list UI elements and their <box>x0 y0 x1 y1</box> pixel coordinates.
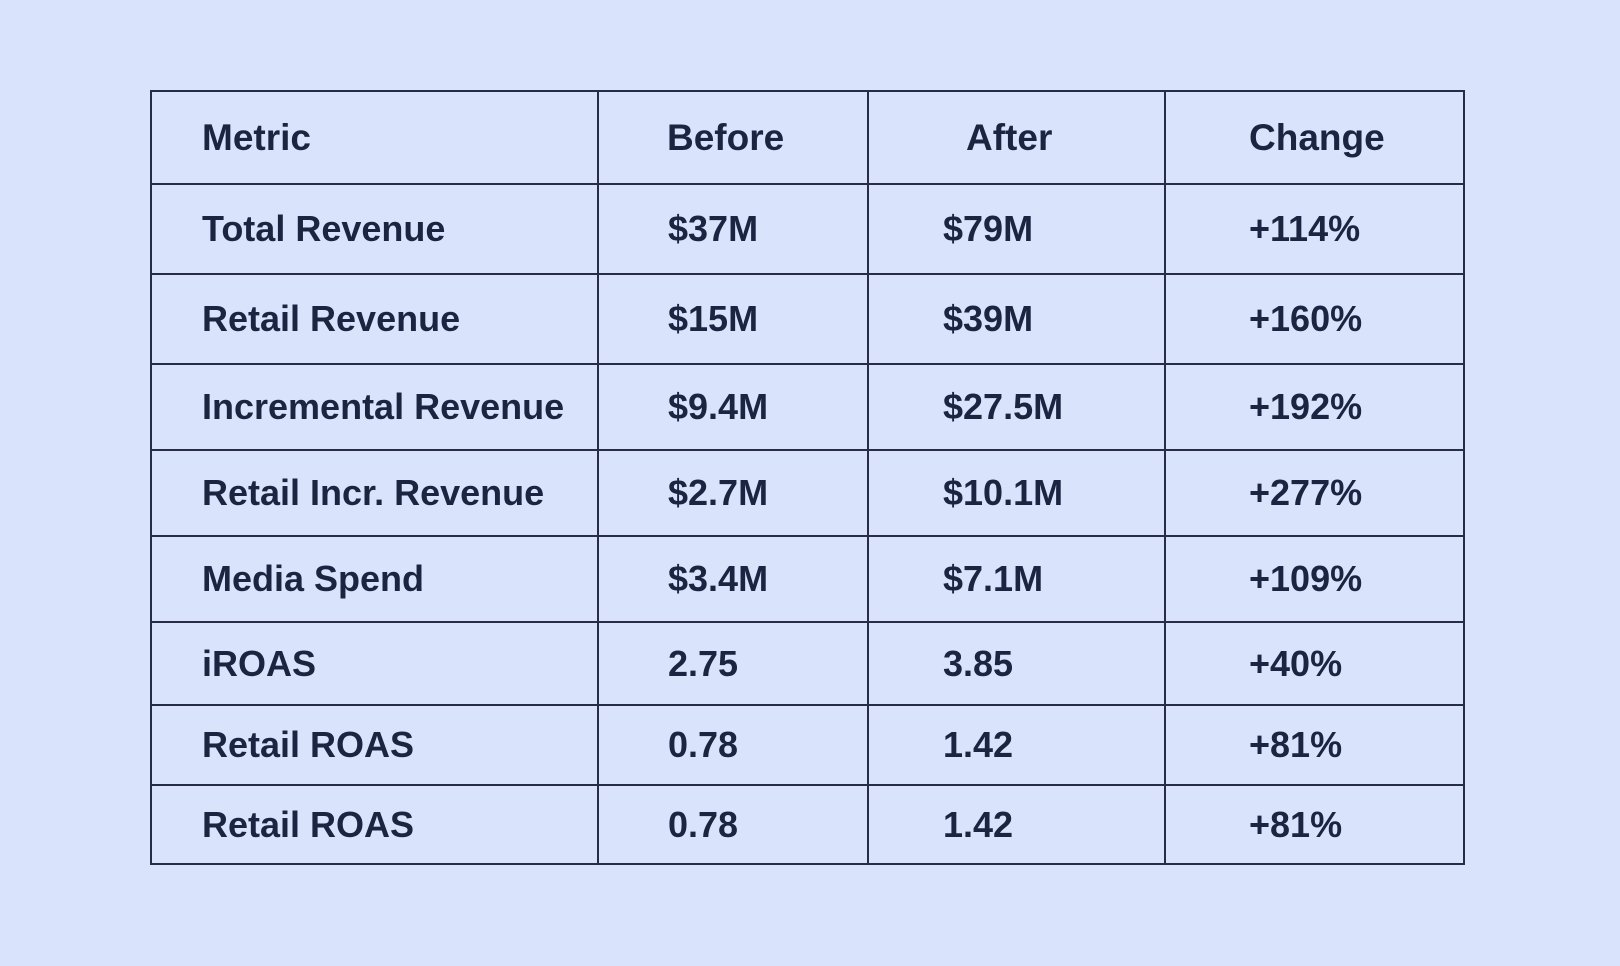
after-cell: $7.1M <box>867 535 1166 623</box>
after-cell: $10.1M <box>867 449 1166 537</box>
table-row: Media Spend $3.4M $7.1M +109% <box>150 535 1465 623</box>
before-cell: 0.78 <box>597 704 869 786</box>
change-cell: +114% <box>1164 183 1465 275</box>
after-cell: 3.85 <box>867 621 1166 706</box>
metric-cell: Incremental Revenue <box>150 363 599 451</box>
change-cell: +81% <box>1164 784 1465 865</box>
change-cell: +192% <box>1164 363 1465 451</box>
header-change: Change <box>1164 90 1465 185</box>
change-cell: +81% <box>1164 704 1465 786</box>
change-cell: +40% <box>1164 621 1465 706</box>
after-cell: $39M <box>867 273 1166 365</box>
metric-cell: Total Revenue <box>150 183 599 275</box>
metrics-table: Metric Before After Change Total Revenue… <box>150 90 1465 865</box>
before-cell: $9.4M <box>597 363 869 451</box>
header-row: Metric Before After Change <box>150 90 1465 185</box>
after-cell: $27.5M <box>867 363 1166 451</box>
before-cell: 0.78 <box>597 784 869 865</box>
before-cell: $15M <box>597 273 869 365</box>
header-after: After <box>867 90 1166 185</box>
before-cell: $37M <box>597 183 869 275</box>
metric-cell: Media Spend <box>150 535 599 623</box>
metric-cell: Retail Revenue <box>150 273 599 365</box>
table-row: iROAS 2.75 3.85 +40% <box>150 621 1465 706</box>
before-cell: $2.7M <box>597 449 869 537</box>
metric-cell: Retail ROAS <box>150 704 599 786</box>
after-cell: $79M <box>867 183 1166 275</box>
after-cell: 1.42 <box>867 784 1166 865</box>
table-row: Retail Revenue $15M $39M +160% <box>150 273 1465 365</box>
metric-cell: Retail Incr. Revenue <box>150 449 599 537</box>
table-row: Incremental Revenue $9.4M $27.5M +192% <box>150 363 1465 451</box>
table-body: Total Revenue $37M $79M +114% Retail Revenue… <box>150 183 1465 865</box>
before-cell: $3.4M <box>597 535 869 623</box>
header-metric: Metric <box>150 90 599 185</box>
change-cell: +160% <box>1164 273 1465 365</box>
change-cell: +109% <box>1164 535 1465 623</box>
table-row: Retail ROAS 0.78 1.42 +81% <box>150 784 1465 865</box>
metric-cell: Retail ROAS <box>150 784 599 865</box>
before-cell: 2.75 <box>597 621 869 706</box>
table-row: Retail Incr. Revenue $2.7M $10.1M +277% <box>150 449 1465 537</box>
change-cell: +277% <box>1164 449 1465 537</box>
table-row: Total Revenue $37M $79M +114% <box>150 183 1465 275</box>
header-before: Before <box>597 90 869 185</box>
metric-cell: iROAS <box>150 621 599 706</box>
after-cell: 1.42 <box>867 704 1166 786</box>
table-row: Retail ROAS 0.78 1.42 +81% <box>150 704 1465 786</box>
